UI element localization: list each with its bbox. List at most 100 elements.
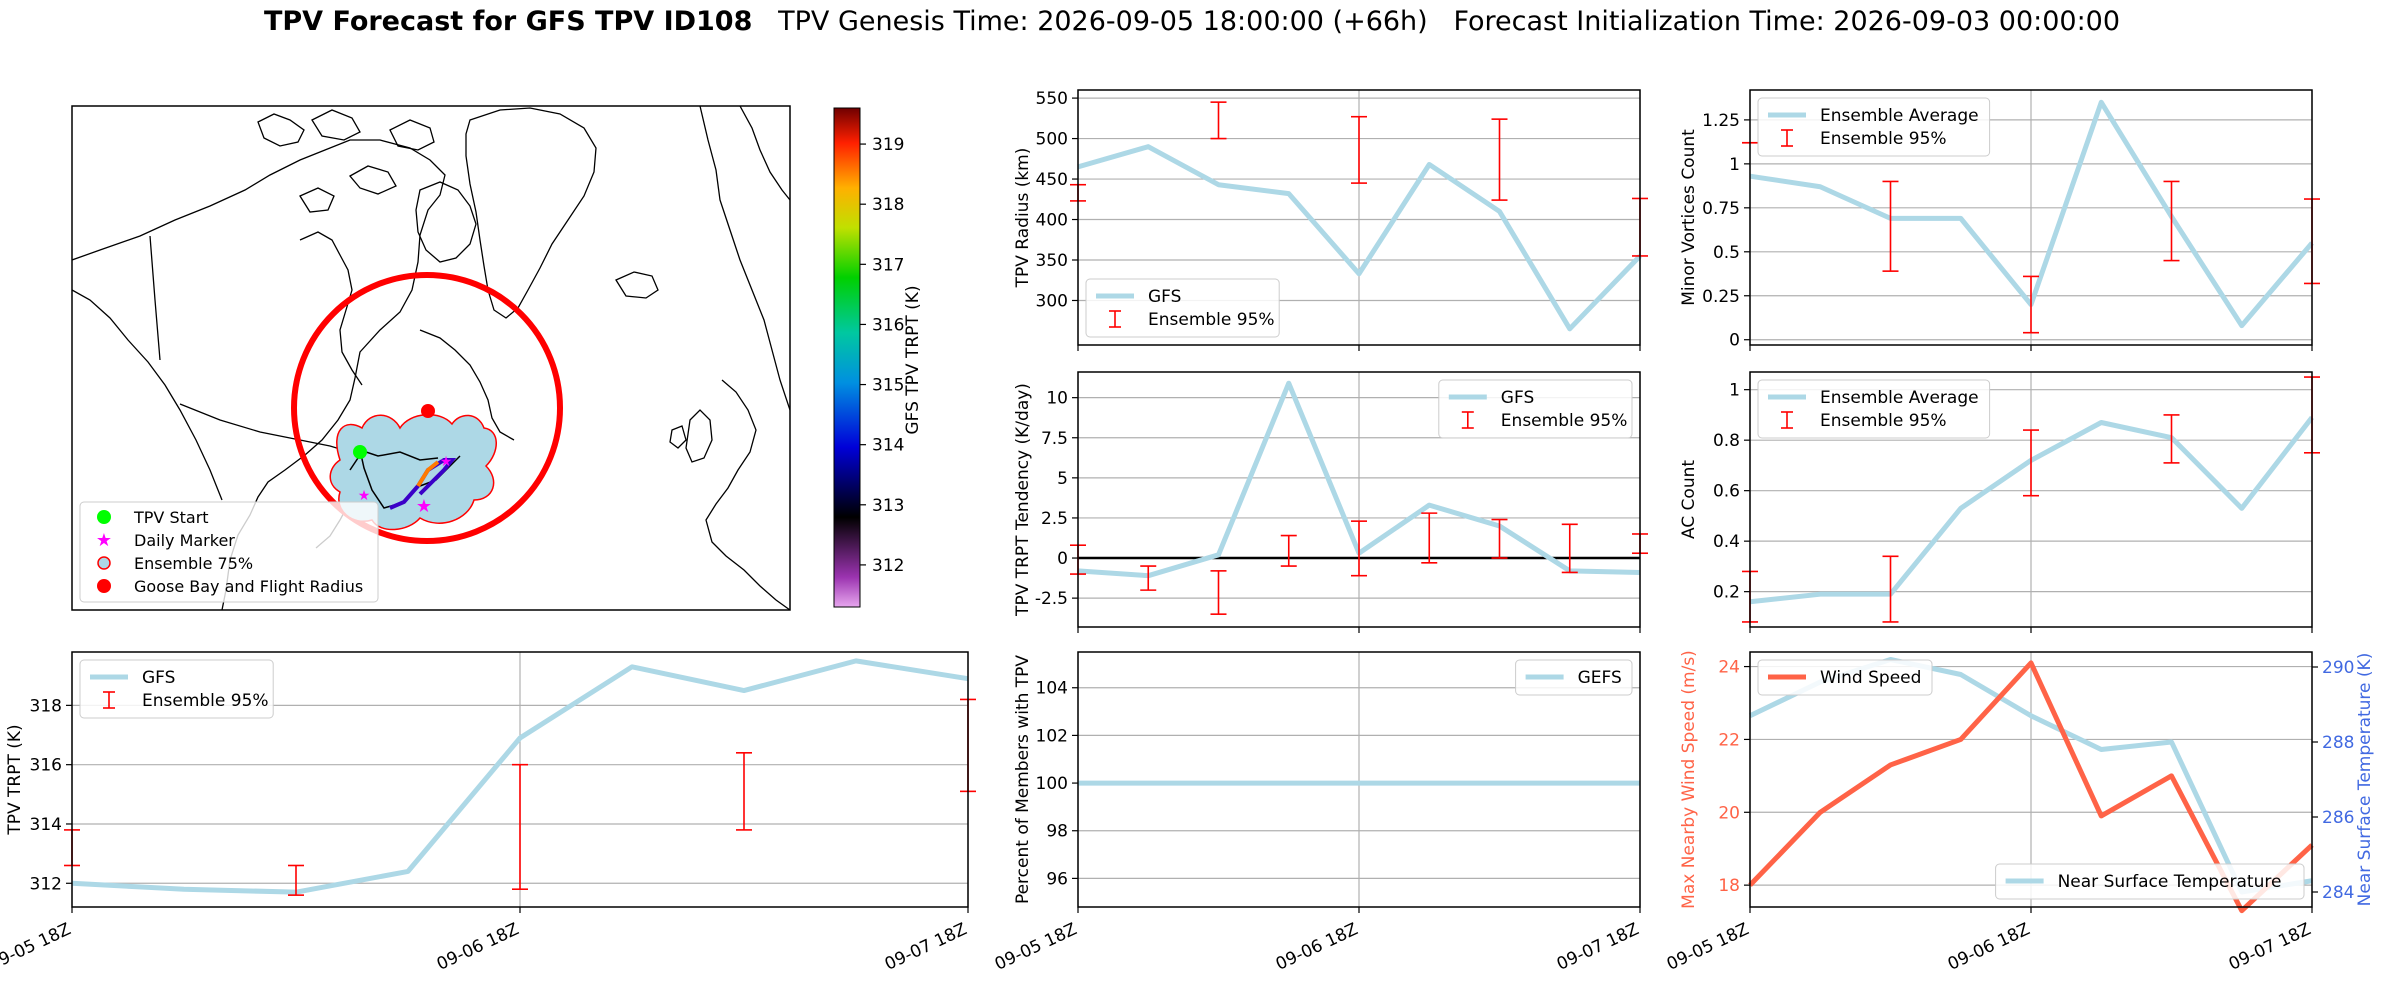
y-axis-label: TPV TRPT (K) [5, 724, 25, 835]
legend-label: GFS [1148, 287, 1181, 307]
legend-box [1757, 97, 1991, 157]
x-tick-label: 09-06 18Z [1945, 919, 2033, 974]
colorbar-ticks: 312 313 314 315 316 317 318 319 [860, 135, 904, 576]
legend-label: GFS [142, 668, 175, 688]
colorbar-tick-label: 315 [872, 376, 904, 396]
y-tick-label: 2.5 [1041, 509, 1068, 529]
coastline-arctic-islands [257, 109, 435, 213]
legend-label: Ensemble 95% [1501, 411, 1628, 431]
y-tick-label: 5 [1057, 469, 1068, 489]
error-bar [512, 763, 528, 891]
border-us-canada [179, 403, 351, 453]
legend: Near Surface Temperature [1995, 863, 2305, 900]
x-tick-label: 09-07 18Z [2226, 919, 2314, 974]
y-axis-label: AC Count [1679, 460, 1699, 539]
y-tick-label: 0.25 [1702, 287, 1740, 307]
error-bar [2163, 180, 2180, 262]
coastline-uk [669, 409, 713, 463]
legend-label: GFS [1501, 388, 1534, 408]
y-tick-label: 7.5 [1041, 429, 1068, 449]
legend-label: Wind Speed [1820, 668, 1921, 688]
legend-ensemble-icon [97, 556, 111, 570]
y-axis-label: Percent of Members with TPV [1013, 655, 1033, 904]
colorbar-tick-label: 317 [872, 255, 904, 275]
map-legend: TPV Start ★ Daily Marker Ensemble 75% Go… [79, 501, 379, 603]
y-tick-label: 500 [1036, 130, 1068, 150]
legend-box [1757, 659, 1933, 696]
y-axis-label: TPV Radius (km) [1013, 148, 1033, 289]
y-tick-label: -2.5 [1035, 589, 1068, 609]
x-tick-label: 09-05 18Z [1664, 919, 1752, 974]
error-bar [1421, 512, 1438, 564]
colorbar-tick-label: 313 [872, 496, 904, 516]
colorbar-gradient [833, 107, 861, 608]
legend-box [1757, 379, 1991, 439]
border-alaska-canada [149, 235, 161, 361]
x-tick-label: 09-05 18Z [0, 919, 74, 974]
y2-tick-label: 288 [2322, 733, 2354, 753]
y-axis-label: TPV TRPT Tendency (K/day) [1013, 383, 1033, 617]
y-tick-label: 1 [1729, 155, 1740, 175]
error-bar [736, 752, 752, 831]
goose-bay-marker [421, 404, 435, 418]
y-tick-label: 0 [1057, 549, 1068, 569]
legend-label: Ensemble Average [1820, 388, 1979, 408]
x-tick-label: 09-06 18Z [1273, 919, 1361, 974]
chart-radius: 300 350 400 450 500 550 TPV Radius (km) GFS Ense… [1013, 89, 1648, 351]
map-legend-box [79, 501, 379, 603]
y-tick-label: 0.75 [1702, 199, 1740, 219]
legend-label: Ensemble 95% [142, 691, 269, 711]
y-axis-label: Max Nearby Wind Speed (m/s) [1679, 650, 1699, 909]
legend-label: TPV Start [133, 508, 209, 527]
legend: GEFS [1515, 659, 1633, 696]
legend-label: Ensemble 75% [134, 554, 253, 573]
legend-label: Ensemble 95% [1820, 411, 1947, 431]
y-tick-label: 96 [1046, 869, 1068, 889]
y-tick-label: 550 [1036, 89, 1068, 109]
coastline-hudson-bay [299, 231, 363, 386]
colorbar: 312 313 314 315 316 317 318 319 GFS TPV TRPT (K… [833, 107, 923, 608]
y-tick-label: 98 [1046, 822, 1068, 842]
legend-box [1995, 863, 2305, 900]
y-tick-label: 1.25 [1702, 111, 1740, 131]
y-tick-label: 0.8 [1713, 431, 1740, 451]
error-bar [288, 864, 304, 896]
coastline-iceland [615, 271, 659, 299]
y-tick-label: 18 [1718, 876, 1740, 896]
colorbar-label: GFS TPV TRPT (K) [903, 285, 923, 434]
series-line [1077, 144, 1642, 332]
daily-marker-star: ★ [440, 454, 453, 470]
error-bar [1210, 101, 1227, 140]
y-tick-label: 104 [1036, 679, 1068, 699]
y-tick-label: 24 [1718, 658, 1740, 678]
colorbar-tick-label: 319 [872, 135, 904, 155]
y-tick-label: 0.4 [1713, 532, 1740, 552]
genesis-time: TPV Genesis Time: 2026-09-05 18:00:00 (+… [778, 6, 1428, 37]
y-tick-label: 314 [30, 815, 62, 835]
legend: GFS Ensemble 95% [79, 659, 274, 719]
legend-label: GEFS [1578, 668, 1622, 688]
legend-label: Near Surface Temperature [2058, 872, 2282, 892]
y-tick-label: 350 [1036, 251, 1068, 271]
y-tick-label: 450 [1036, 170, 1068, 190]
colorbar-tick-label: 316 [872, 315, 904, 335]
figure-title: TPV Forecast for GFS TPV ID108 TPV Genes… [0, 6, 2384, 37]
error-bar [1561, 523, 1578, 574]
legend-label: Ensemble Average [1820, 106, 1979, 126]
y2-tick-label: 284 [2322, 883, 2354, 903]
daily-marker-star: ★ [416, 496, 432, 517]
error-bar [2163, 414, 2180, 464]
legend-box [79, 659, 274, 719]
y-tick-label: 0 [1729, 331, 1740, 351]
error-bar [2023, 275, 2039, 334]
coastline-baffin [415, 181, 477, 263]
legend: Ensemble Average Ensemble 95% [1757, 97, 1991, 157]
legend: Ensemble Average Ensemble 95% [1757, 379, 1991, 439]
legend-box [1085, 278, 1280, 338]
legend-label: Ensemble 95% [1820, 129, 1947, 149]
